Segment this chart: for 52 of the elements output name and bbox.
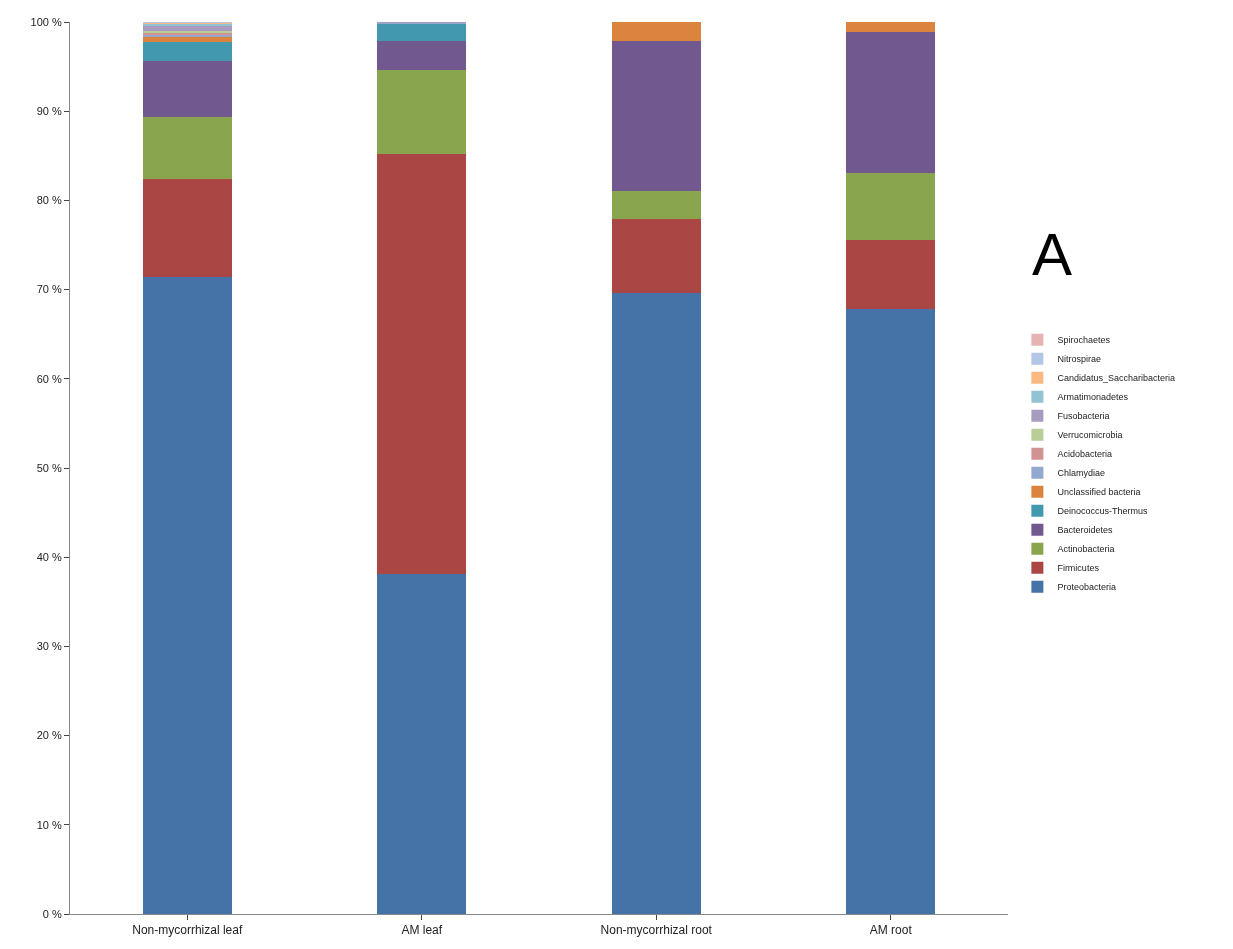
y-tick-label: 100 % (30, 15, 63, 28)
bar (142, 277, 232, 914)
bar (846, 172, 936, 240)
legend-label: Armatimonadetes (1057, 392, 1129, 403)
bar (377, 574, 467, 914)
y-tick-label: 40 % (36, 551, 63, 564)
legend-label: Firmicutes (1057, 563, 1100, 574)
text: A (1032, 221, 1073, 288)
legend-label: Fusobacteria (1057, 411, 1110, 422)
bar (611, 293, 701, 914)
legend-label: Bacteroidetes (1057, 525, 1113, 536)
legend-label: Spirochaetes (1057, 335, 1111, 346)
bar (142, 37, 232, 42)
bar (142, 61, 232, 117)
bar (846, 22, 936, 32)
x-tick-label: Non-mycorrhizal leaf (132, 923, 243, 938)
bar (846, 309, 936, 914)
y-tick-label: 10 % (36, 818, 63, 831)
y-tick-label: 30 % (36, 640, 63, 653)
x-tick-label: Non-mycorrhizal root (600, 923, 713, 938)
x-tick-label: AM root (869, 923, 913, 938)
y-tick-label: 90 % (36, 105, 63, 118)
bar (377, 70, 467, 155)
bar (377, 23, 467, 41)
bar (142, 25, 232, 31)
legend-label: Unclassified bacteria (1057, 487, 1141, 498)
y-tick-label: 80 % (36, 194, 63, 207)
y-tick-label: 20 % (36, 729, 63, 742)
y-tick-label: 0 % (42, 907, 63, 920)
y-tick-label: 70 % (36, 283, 63, 296)
bar (142, 178, 232, 278)
y-tick-label: 50 % (36, 461, 63, 474)
x-tick-label: AM leaf (401, 923, 443, 938)
bar (377, 40, 467, 71)
legend-label: Candidatus_Saccharibacteria (1057, 373, 1175, 384)
bar (611, 219, 701, 294)
bar (377, 154, 467, 575)
legend-label: Actinobacteria (1057, 544, 1115, 555)
legend-label: Deinococcus-Thermus (1057, 506, 1148, 517)
legend-label: Acidobacteria (1057, 449, 1112, 460)
bar (611, 190, 701, 220)
bar (142, 41, 232, 62)
legend-label: Nitrospirae (1057, 354, 1101, 365)
bar (846, 239, 936, 310)
bar (611, 40, 701, 191)
legend-label: Verrucomicrobia (1057, 430, 1123, 441)
bar (846, 31, 936, 173)
legend-label: Proteobacteria (1057, 582, 1116, 593)
bar (142, 116, 232, 179)
y-tick-label: 60 % (36, 372, 63, 385)
legend-label: Chlamydiae (1057, 468, 1105, 479)
bar (611, 22, 701, 41)
